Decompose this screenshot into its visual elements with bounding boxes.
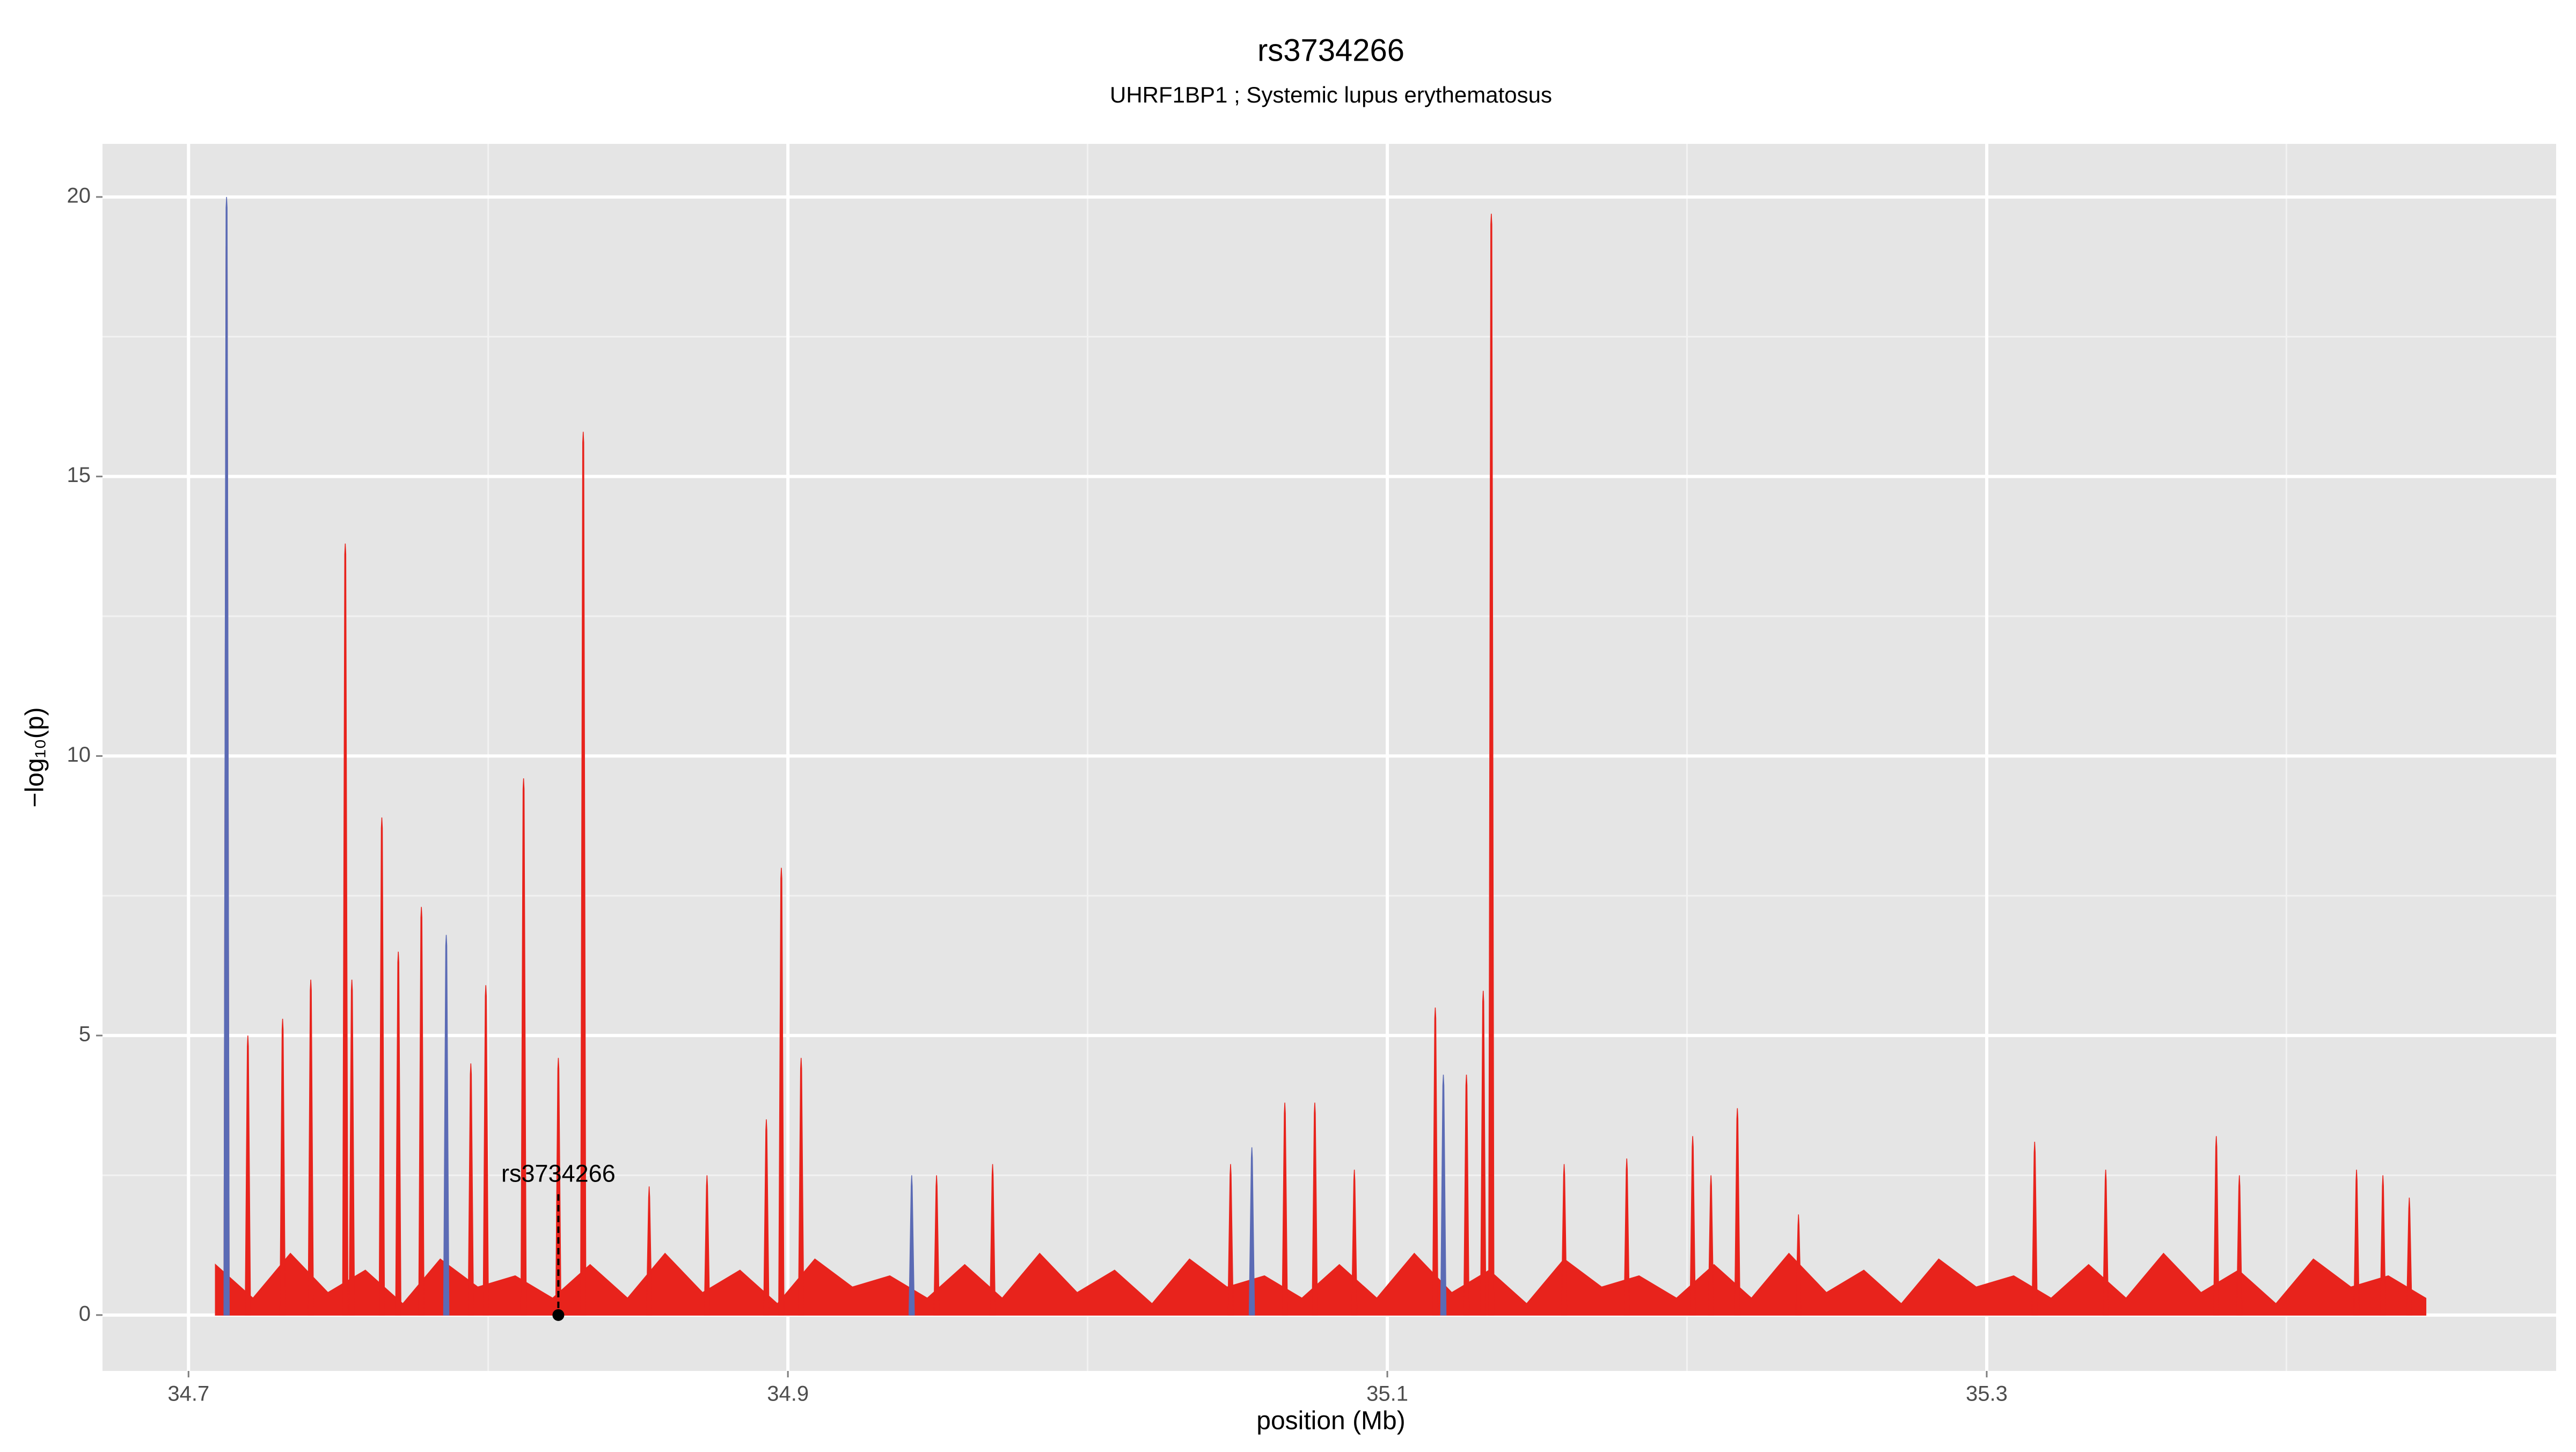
spike (1227, 1164, 1234, 1316)
y-tick-label: 5 (79, 1023, 91, 1046)
spike (763, 1119, 770, 1316)
spike (1708, 1175, 1714, 1316)
x-tick-label: 34.7 (167, 1382, 209, 1406)
spike (482, 985, 489, 1316)
spike (1432, 1008, 1439, 1316)
spike (2353, 1170, 2360, 1316)
spike (2102, 1170, 2109, 1316)
chart-title: rs3734266 (1257, 33, 1404, 68)
spike (778, 867, 785, 1316)
spike (1312, 1103, 1318, 1316)
y-axis-label: −log₁₀(p) (21, 707, 49, 808)
spike (2406, 1198, 2413, 1316)
spike (1248, 1147, 1255, 1316)
spike (520, 778, 527, 1316)
spike (1623, 1158, 1630, 1316)
y-tick-label: 20 (67, 184, 91, 208)
spike (467, 1063, 474, 1316)
y-tick-label: 0 (79, 1302, 91, 1325)
spike (989, 1164, 996, 1316)
x-tick-label: 35.1 (1366, 1382, 1408, 1406)
spike (2380, 1175, 2386, 1316)
x-axis-label: position (Mb) (1256, 1407, 1405, 1435)
spike (2236, 1175, 2243, 1316)
chart-subtitle: UHRF1BP1 ; Systemic lupus erythematosus (1110, 82, 1552, 107)
spike (223, 196, 230, 1316)
spike (308, 979, 314, 1316)
spike (279, 1018, 286, 1316)
spike (1463, 1074, 1470, 1316)
spike (1282, 1103, 1288, 1316)
spike (443, 935, 450, 1316)
spike (1689, 1136, 1696, 1316)
spike (395, 951, 401, 1316)
spike (1795, 1214, 1802, 1316)
spike (933, 1175, 940, 1316)
spike (378, 817, 385, 1316)
grid (103, 144, 2556, 1371)
spike (245, 1035, 251, 1316)
spike (704, 1175, 711, 1316)
spike (342, 543, 349, 1316)
spike (1734, 1108, 1741, 1316)
spike (797, 1057, 804, 1316)
spike (1440, 1074, 1447, 1316)
y-tick-label: 15 (67, 463, 91, 487)
spike (580, 432, 587, 1316)
spike (646, 1186, 653, 1316)
x-tick-label: 35.3 (1966, 1382, 2008, 1406)
spike (1488, 214, 1495, 1316)
spike (2031, 1141, 2038, 1316)
spike (909, 1175, 915, 1316)
spike (348, 979, 355, 1316)
marks (215, 196, 2427, 1316)
annotation-point (552, 1309, 565, 1321)
spike (1351, 1170, 1358, 1316)
spike (2213, 1136, 2220, 1316)
spike (418, 907, 425, 1316)
y-tick-label: 10 (67, 743, 91, 767)
spike (1480, 990, 1487, 1316)
annotation-label: rs3734266 (501, 1160, 616, 1187)
spike (1561, 1164, 1568, 1316)
x-tick-label: 34.9 (767, 1382, 809, 1406)
